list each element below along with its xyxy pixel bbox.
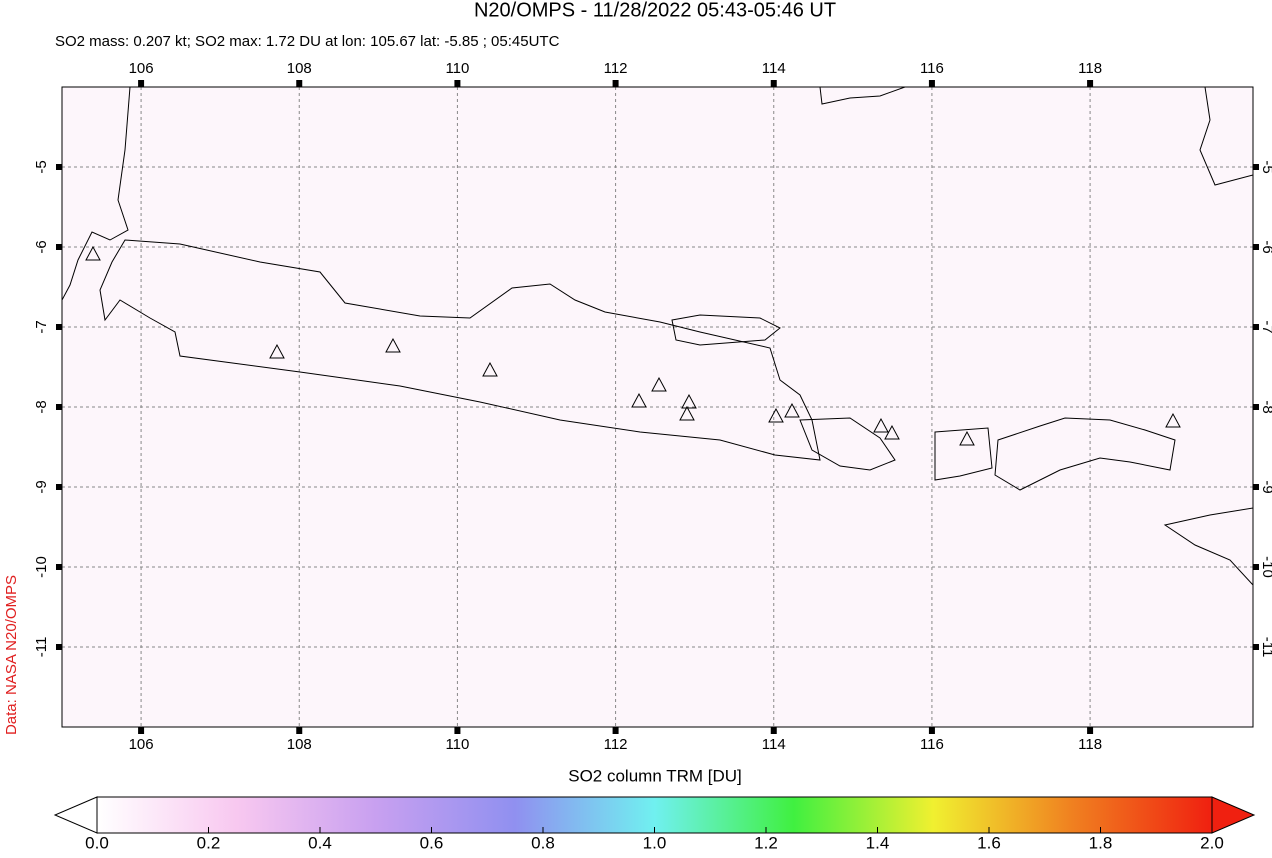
x-tick-label-bottom: 116 [920,736,944,753]
volcano [85,245,101,261]
colorbar-tick-label: 0.4 [308,833,332,852]
volcano [959,430,975,446]
x-tick-label-bottom: 108 [287,736,312,753]
y-tick-label-right: -11 [1259,637,1272,658]
volcano [269,343,285,359]
volcano [631,392,647,408]
colorbar-label: SO2 column TRM [DU] [568,766,742,785]
x-tick-label-bottom: 112 [604,736,628,753]
y-tick-label-left: -10 [33,556,50,578]
colorbar-tick-label: 0.2 [197,833,221,852]
x-tick-label-top: 114 [762,60,786,77]
x-tick-label-top: 118 [1078,60,1102,77]
volcano [681,393,697,409]
x-tick-label-bottom: 106 [129,736,154,753]
x-tick-label-bottom: 110 [445,736,469,753]
y-tick-label-right: -9 [1259,480,1272,493]
y-tick-label-left: -11 [33,637,50,658]
y-tick-label-left: -6 [33,240,50,253]
colorbar: 0.0 0.2 0.4 0.6 0.8 1.0 1.2 1.4 1.6 1.8 2.0 [53,796,1256,852]
x-tick-label-top: 106 [129,60,154,77]
volcano [385,337,401,353]
volcanoes [85,245,1181,446]
volcano [884,424,900,440]
volcano [873,417,889,433]
colorbar-tick-label: 1.0 [643,833,667,852]
y-tick-label-left: -8 [33,400,50,413]
y-tick-label-left: -7 [33,320,50,333]
y-tick-label-right: -10 [1259,556,1272,578]
subtitle: SO2 mass: 0.207 kt; SO2 max: 1.72 DU at … [55,33,560,50]
borneo-east [1199,87,1253,186]
colorbar-tick-label: 1.6 [977,833,1001,852]
volcano [768,407,784,423]
colorbar-tick-label: 0.8 [531,833,555,852]
colorbar-tick-label: 0.6 [420,833,444,852]
x-tick-label-top: 116 [920,60,944,77]
y-tick-label-right: -5 [1259,160,1272,173]
sumbawa [994,417,1176,491]
sumatra [62,87,131,301]
y-tick-label-right: -6 [1259,240,1272,253]
x-tick-label-bottom: 118 [1078,736,1102,753]
colorbar-tick-label: 0.0 [85,833,109,852]
borneo [819,87,906,105]
coastlines [62,87,1253,586]
y-tick-label-right: -7 [1259,320,1272,333]
volcano [679,405,695,421]
colorbar-tick-label: 2.0 [1200,833,1224,852]
chart-title: N20/OMPS - 11/28/2022 05:43-05:46 UT [474,0,836,21]
credit: Data: NASA N20/OMPS [3,575,20,735]
volcano [651,376,667,392]
lombok [934,427,993,481]
bali [799,417,896,471]
volcano [482,361,498,377]
x-tick-label-top: 108 [287,60,312,77]
colorbar-tick-label: 1.4 [866,833,890,852]
x-tick-label-top: 110 [445,60,469,77]
madura [671,314,781,346]
x-tick-label-top: 112 [604,60,628,77]
colorbar-tick-label: 1.8 [1089,833,1113,852]
grid [62,87,1253,727]
x-tick-label-bottom: 114 [762,736,786,753]
y-tick-label-left: -5 [33,160,50,173]
colorbar-tick-label: 1.2 [754,833,778,852]
flores [1163,507,1253,586]
colorbar-under [53,796,98,834]
colorbar-over [1211,796,1256,834]
axes: 106 106 108 108 110 110 112 112 114 114 116 116 118 1… [33,60,1272,753]
y-tick-label-left: -9 [33,480,50,493]
y-tick-label-right: -8 [1259,400,1272,413]
volcano [1165,412,1181,428]
volcano [784,402,800,418]
